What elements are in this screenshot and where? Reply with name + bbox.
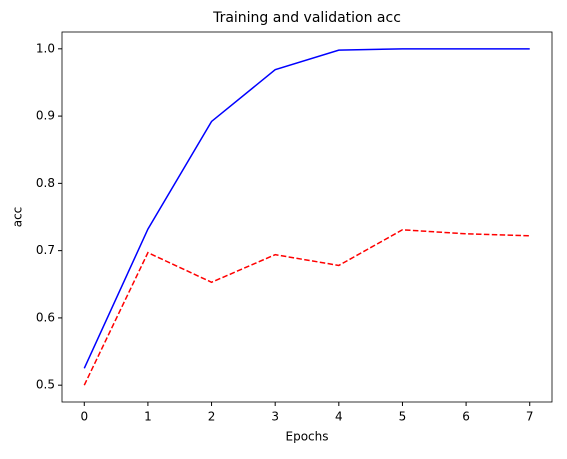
- y-tick-label: 0.9: [36, 109, 55, 123]
- data-line: [83, 48, 530, 369]
- x-tick-label: 0: [80, 410, 88, 424]
- x-tick-label: 5: [399, 410, 407, 424]
- x-tick-label: 4: [335, 410, 343, 424]
- y-tick-label: 0.8: [36, 176, 55, 190]
- y-tick-label: 0.6: [36, 310, 55, 324]
- y-tick-label: 0.7: [36, 243, 55, 257]
- y-tick-label: 1.0: [36, 41, 55, 55]
- x-tick-label: 1: [144, 410, 152, 424]
- data-line: [83, 229, 530, 386]
- y-tick-label: 0.5: [36, 378, 55, 392]
- x-tick-label: 3: [271, 410, 279, 424]
- x-tick-label: 7: [526, 410, 534, 424]
- chart-title: Training and validation acc: [212, 10, 401, 26]
- plot-frame: [61, 31, 553, 403]
- x-axis-label: Epochs: [286, 430, 329, 444]
- x-tick-label: 6: [462, 410, 470, 424]
- y-axis-label: acc: [11, 207, 25, 228]
- x-tick-label: 2: [208, 410, 216, 424]
